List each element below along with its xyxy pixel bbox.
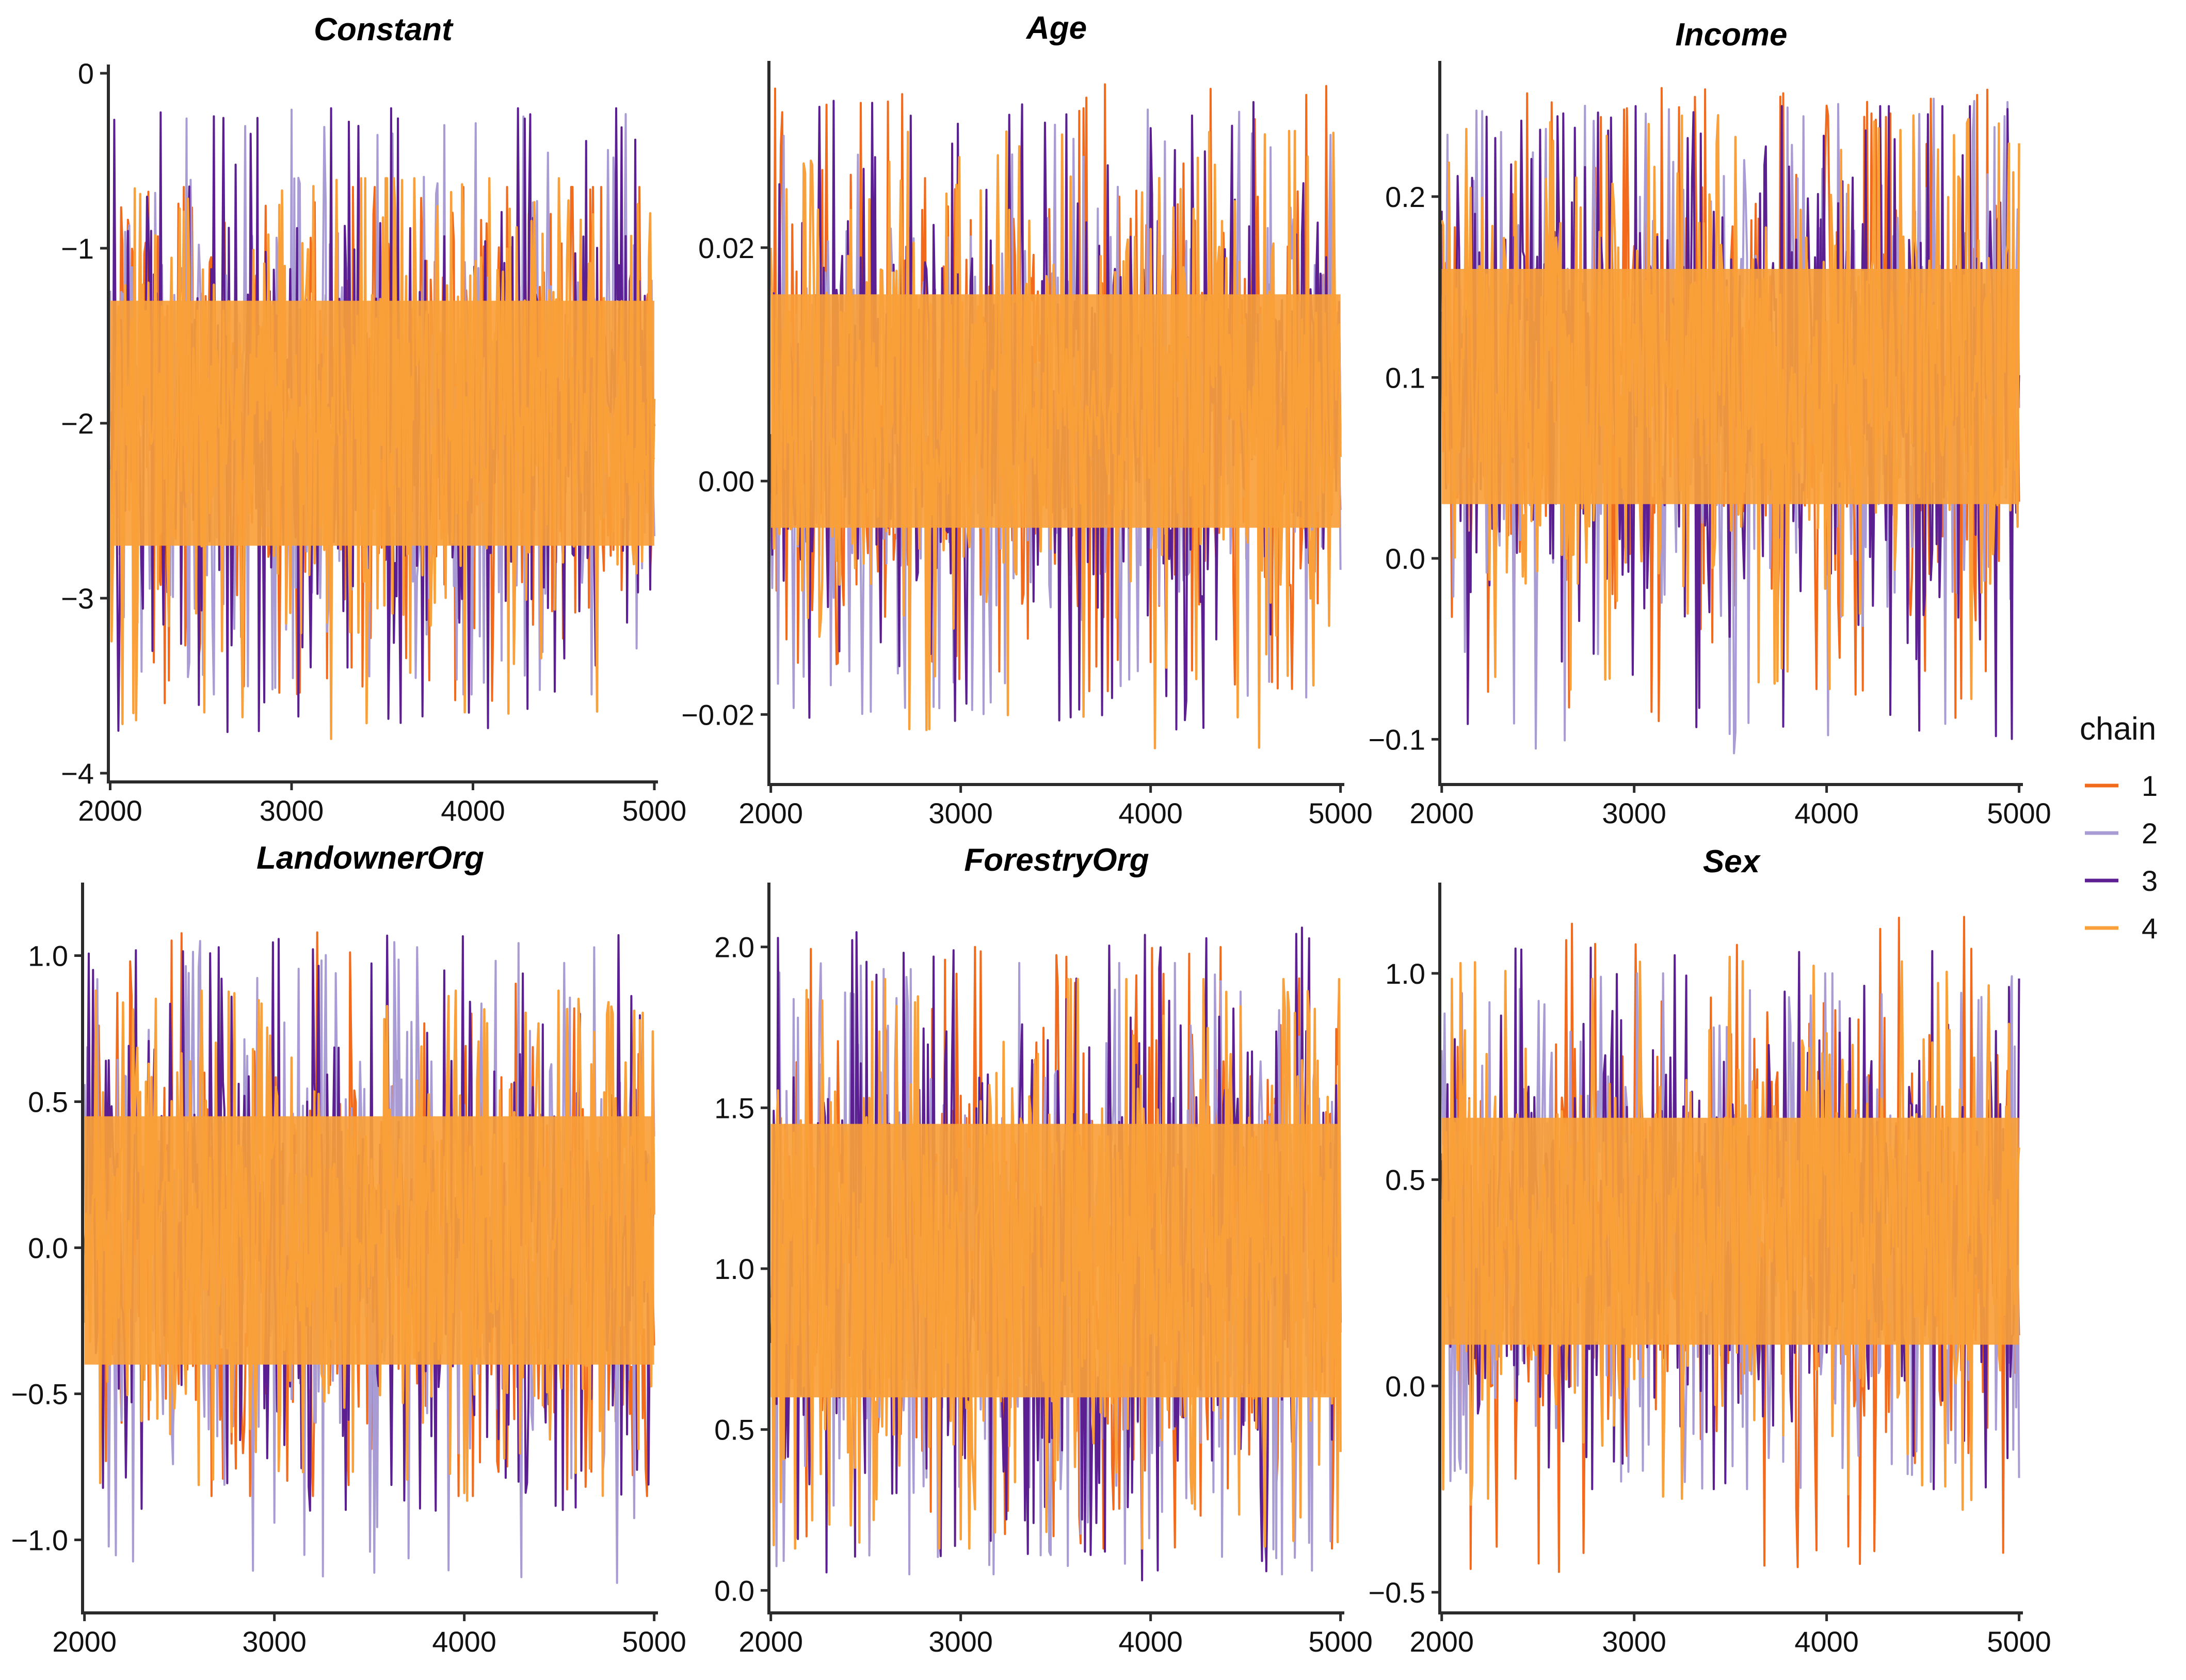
- x-tick-label-forestryorg: 2000: [738, 1625, 803, 1658]
- trace-density-band-age: [770, 294, 1341, 528]
- panel-landownerorg: LandownerOrg 1.0 0.5 0.0 −0.5 −1.0 2000 3000 400…: [11, 840, 686, 1658]
- x-tick-label-income: 5000: [1987, 797, 2051, 829]
- y-tick-label-forestryorg: 0.0: [714, 1574, 754, 1607]
- panel-title-sex: Sex: [1703, 844, 1761, 879]
- y-tick-label-forestryorg: 1.5: [714, 1092, 754, 1124]
- y-tick-label-landownerorg: 0.0: [28, 1232, 68, 1265]
- y-tick-label-income: 0.0: [1385, 542, 1425, 575]
- x-tick-label-income: 4000: [1794, 797, 1859, 829]
- x-tick-label-age: 4000: [1118, 797, 1183, 829]
- x-tick-label-landownerorg: 4000: [432, 1625, 496, 1658]
- legend-title: chain: [2080, 711, 2156, 747]
- panel-title-landownerorg: LandownerOrg: [256, 840, 484, 876]
- y-tick-label-income: 0.1: [1385, 361, 1425, 394]
- trace-density-band-forestryorg: [770, 1124, 1341, 1398]
- y-tick-label-forestryorg: 0.5: [714, 1414, 754, 1446]
- panel-sex: Sex 1.0 0.5 0.0 −0.5 2000 3000 4000 5000: [1368, 844, 2051, 1658]
- x-tick-label-forestryorg: 3000: [928, 1625, 993, 1658]
- legend-label-chain-4: 4: [2142, 912, 2158, 945]
- y-tick-label-landownerorg: 1.0: [28, 940, 68, 972]
- x-tick-label-income: 2000: [1409, 797, 1474, 829]
- y-tick-label-landownerorg: −1.0: [11, 1524, 68, 1557]
- panel-title-constant: Constant: [314, 12, 454, 47]
- x-tick-label-sex: 5000: [1987, 1625, 2051, 1658]
- y-tick-label-sex: −0.5: [1368, 1576, 1425, 1609]
- y-tick-label-sex: 1.0: [1385, 957, 1425, 990]
- y-tick-label-age: −0.02: [681, 698, 754, 731]
- panel-income: Income 0.2 0.1 0.0 −0.1 2000 3000 4000 5000: [1368, 17, 2051, 829]
- trace-density-band-sex: [1441, 1117, 2019, 1345]
- panel-title-income: Income: [1675, 17, 1787, 53]
- y-tick-label-forestryorg: 2.0: [714, 931, 754, 964]
- x-tick-label-constant: 5000: [622, 794, 687, 827]
- x-tick-label-forestryorg: 4000: [1118, 1625, 1183, 1658]
- y-tick-label-constant: −2: [61, 407, 94, 440]
- y-tick-label-constant: 0: [78, 57, 94, 90]
- panel-title-age: Age: [1025, 10, 1087, 46]
- panel-title-forestryorg: ForestryOrg: [964, 842, 1149, 878]
- x-tick-label-age: 5000: [1308, 797, 1373, 829]
- y-tick-label-landownerorg: 0.5: [28, 1086, 68, 1118]
- panel-age: Age 0.02 0.00 −0.02 2000 3000 4000 5000: [681, 10, 1373, 829]
- y-tick-label-age: 0.00: [698, 465, 754, 498]
- x-tick-label-sex: 3000: [1602, 1625, 1666, 1658]
- panel-constant: Constant 0 −1 −2 −3 −4 2000 3000 4000 5000: [61, 12, 686, 827]
- panel-forestryorg: ForestryOrg 2.0 1.5 1.0 0.5 0.0 2000 3000 4000 50…: [714, 842, 1373, 1658]
- trace-density-band-landownerorg: [84, 1116, 654, 1365]
- x-tick-label-sex: 4000: [1794, 1625, 1859, 1658]
- trace-density-band-income: [1441, 269, 2019, 504]
- y-tick-label-forestryorg: 1.0: [714, 1253, 754, 1285]
- x-tick-label-income: 3000: [1602, 797, 1666, 829]
- y-tick-label-landownerorg: −0.5: [11, 1378, 68, 1411]
- y-tick-label-constant: −4: [61, 757, 94, 790]
- x-tick-label-constant: 2000: [78, 794, 142, 827]
- y-tick-label-constant: −3: [61, 582, 94, 615]
- legend: chain 1 2 3 4: [2080, 711, 2158, 945]
- x-tick-label-constant: 4000: [441, 794, 505, 827]
- x-tick-label-age: 3000: [928, 797, 993, 829]
- x-tick-label-landownerorg: 2000: [52, 1625, 117, 1658]
- x-tick-label-sex: 2000: [1409, 1625, 1474, 1658]
- legend-label-chain-1: 1: [2142, 770, 2158, 802]
- y-tick-label-income: 0.2: [1385, 181, 1425, 213]
- y-tick-label-sex: 0.0: [1385, 1370, 1425, 1402]
- x-tick-label-constant: 3000: [260, 794, 324, 827]
- x-tick-label-landownerorg: 5000: [622, 1625, 686, 1658]
- trace-density-band-constant: [110, 300, 654, 546]
- y-tick-label-sex: 0.5: [1385, 1164, 1425, 1196]
- x-tick-label-forestryorg: 5000: [1308, 1625, 1373, 1658]
- x-tick-label-age: 2000: [738, 797, 803, 829]
- y-tick-label-constant: −1: [61, 232, 94, 265]
- legend-label-chain-2: 2: [2142, 817, 2158, 850]
- legend-label-chain-3: 3: [2142, 865, 2158, 897]
- y-tick-label-income: −0.1: [1368, 723, 1425, 756]
- y-tick-label-age: 0.02: [698, 232, 754, 264]
- x-tick-label-landownerorg: 3000: [242, 1625, 307, 1658]
